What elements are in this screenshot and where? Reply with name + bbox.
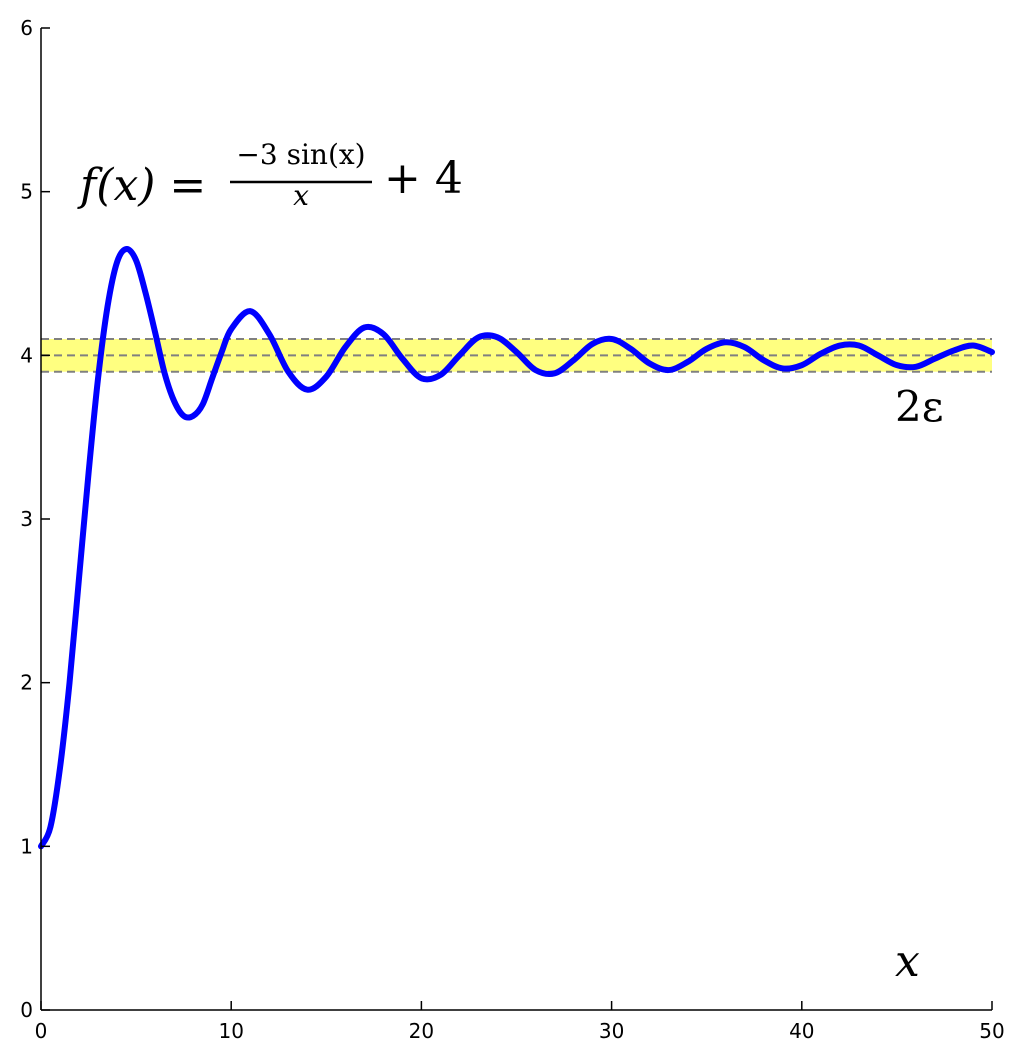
series-group <box>38 245 995 850</box>
y-tick-label: 1 <box>20 834 33 858</box>
y-tick-label: 6 <box>20 16 33 40</box>
formula-numerator: −3 sin(x) <box>236 138 365 171</box>
x-axis-label: x <box>895 936 920 987</box>
x-tick-label: 20 <box>409 1019 434 1043</box>
y-tick-label: 5 <box>20 180 33 204</box>
x-tick-label: 0 <box>35 1019 48 1043</box>
formula-lhs: f(x) = <box>77 160 206 211</box>
x-tick-label: 10 <box>218 1019 243 1043</box>
y-tick-label: 2 <box>20 671 33 695</box>
formula-rhs: + 4 <box>384 153 463 204</box>
x-tick-label: 30 <box>599 1019 624 1043</box>
formula-denominator: x <box>293 179 309 212</box>
y-tick-label: 0 <box>20 998 33 1022</box>
x-tick-label: 50 <box>979 1019 1004 1043</box>
band-label: 2ε <box>895 382 943 431</box>
formula-annotation: f(x) = −3 sin(x) x + 4 <box>77 138 463 212</box>
x-tick-label: 40 <box>789 1019 814 1043</box>
series-line-0 <box>38 245 995 850</box>
y-tick-label: 3 <box>20 507 33 531</box>
ticks-group: 0 10 20 30 40 50 0 1 2 3 4 5 6 <box>20 16 1004 1043</box>
y-tick-label: 4 <box>20 343 33 367</box>
